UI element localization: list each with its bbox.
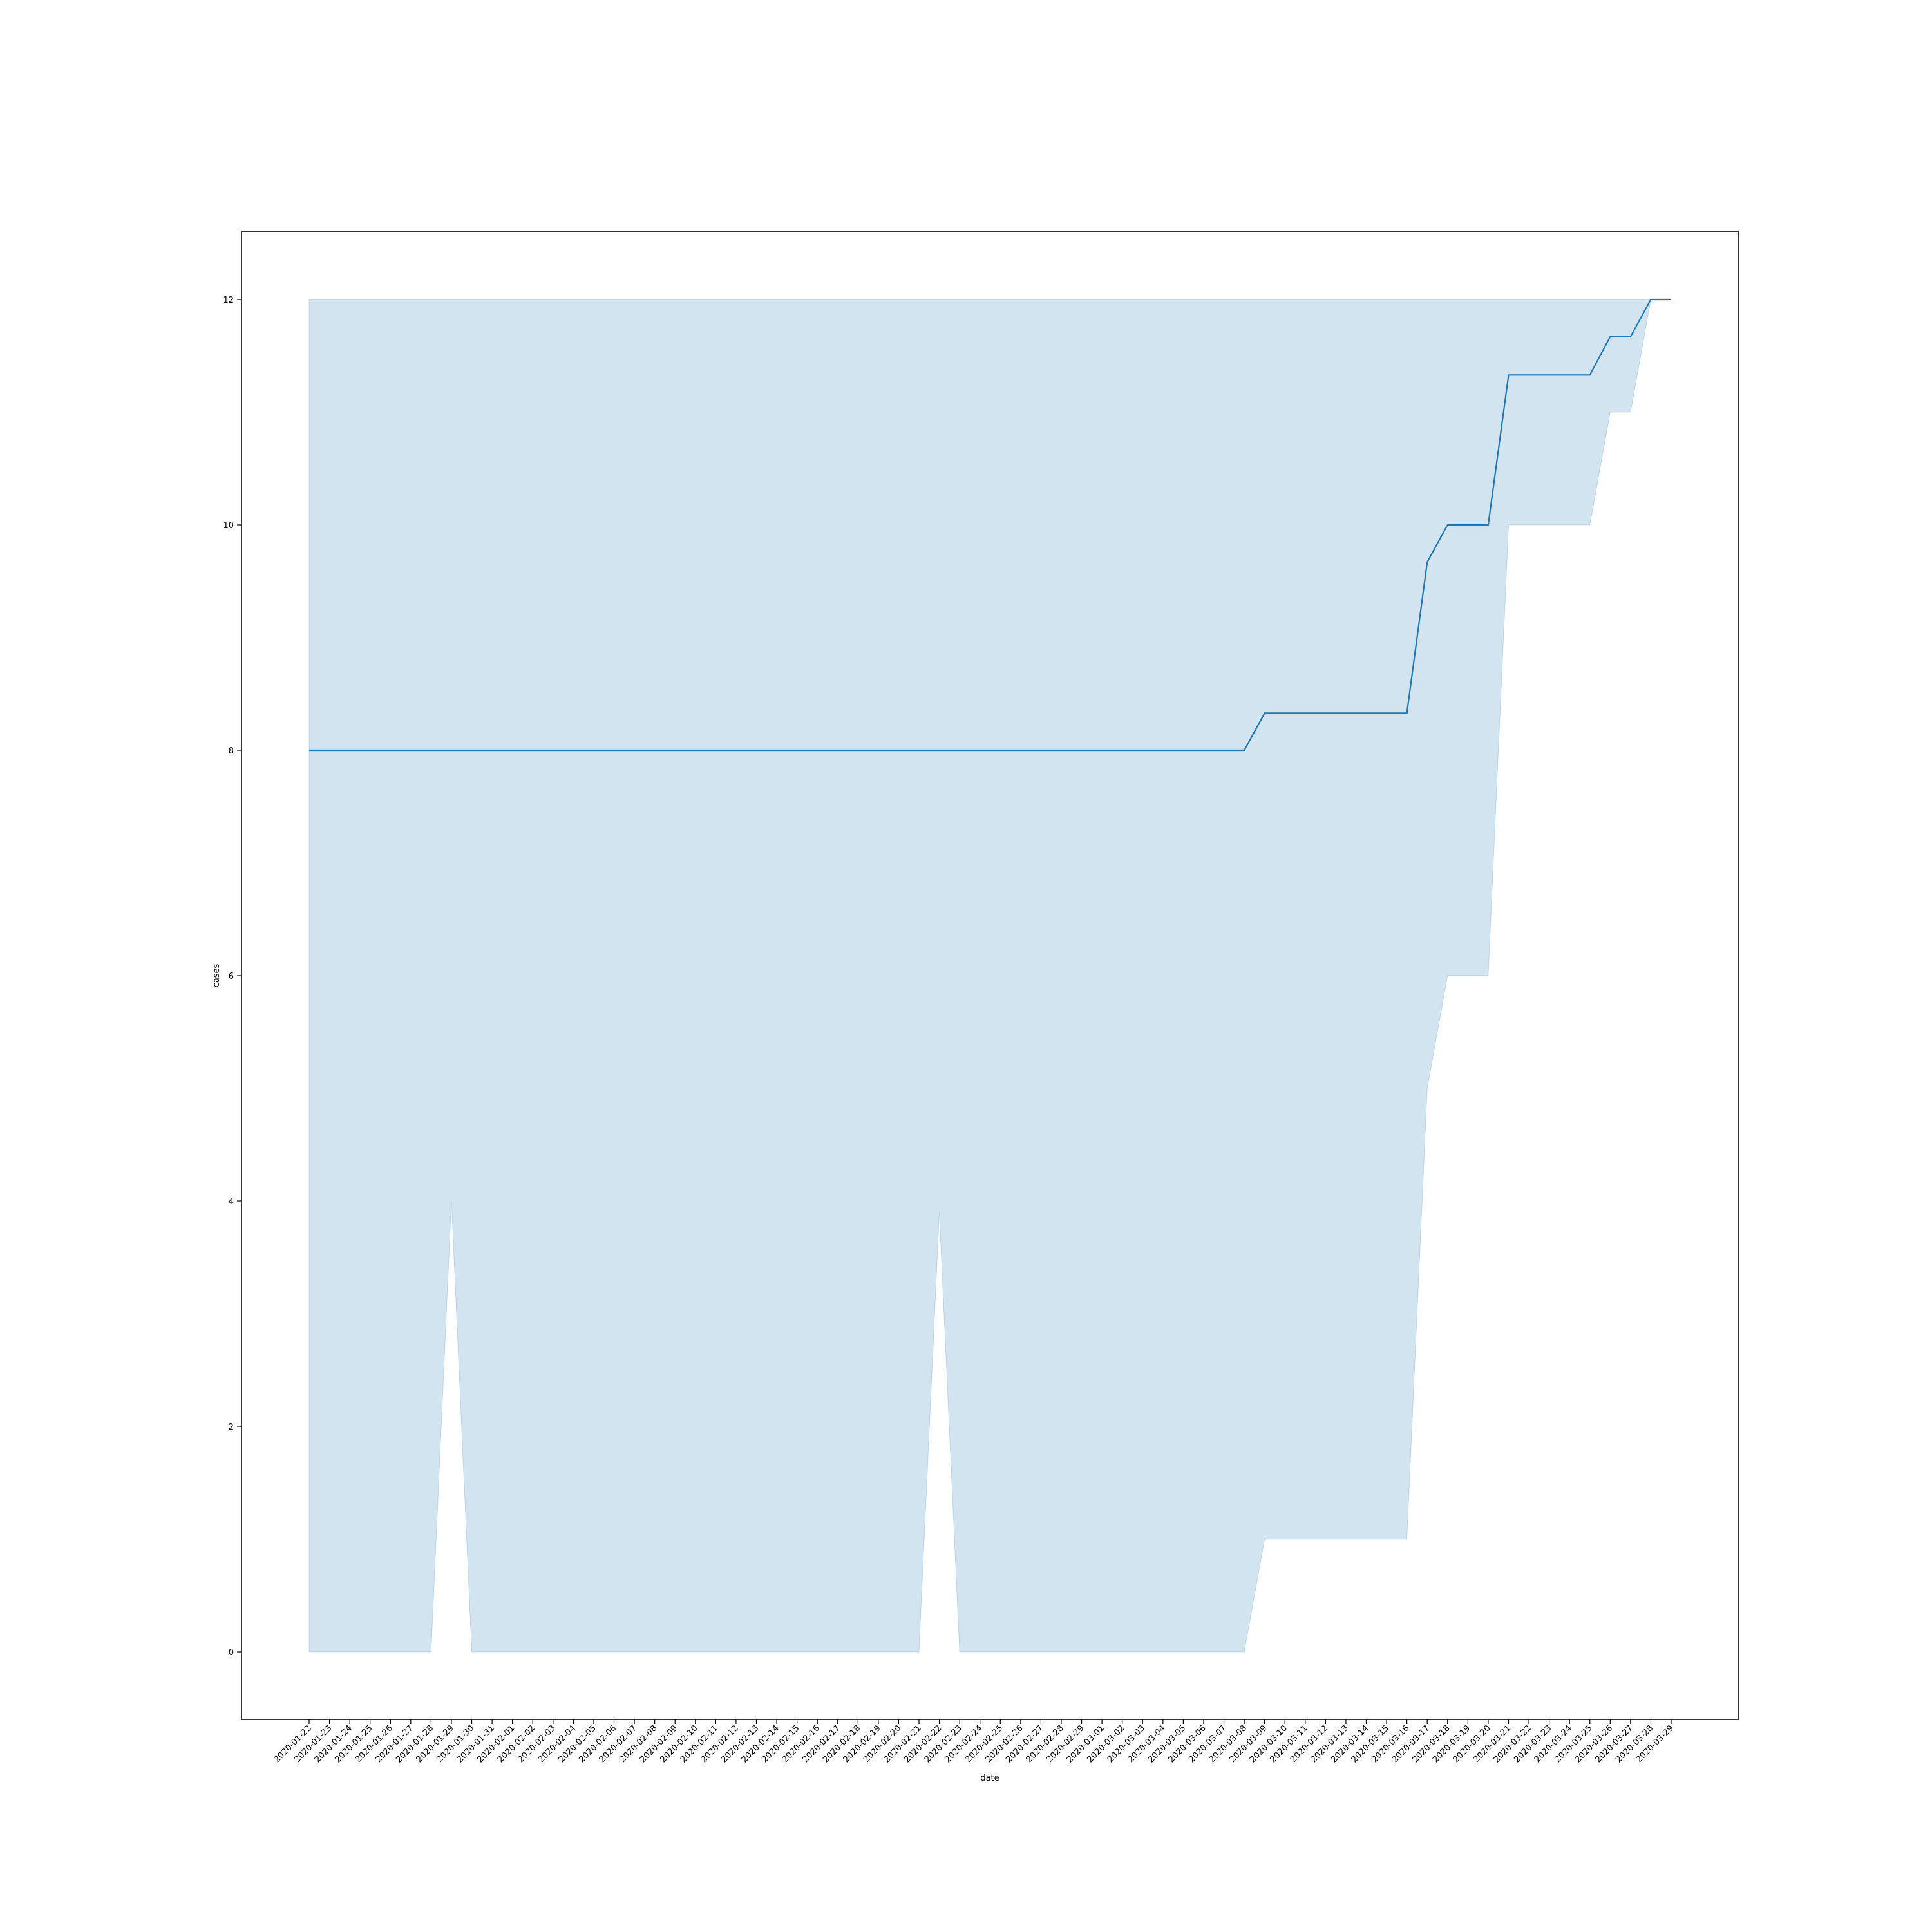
y-axis-label: cases	[212, 963, 222, 987]
y-axis: 0 2 4 6 8 10 12	[223, 296, 242, 1658]
x-axis-label: date	[980, 1774, 999, 1783]
plot-area	[308, 298, 1671, 1653]
y-tick-label: 12	[223, 296, 234, 305]
series-line	[309, 298, 1671, 752]
y-tick-label: 0	[229, 1648, 234, 1658]
y-tick-label: 4	[229, 1197, 234, 1207]
y-tick-label: 8	[229, 746, 234, 756]
y-tick-label: 2	[229, 1423, 234, 1432]
y-tick-label: 10	[223, 521, 234, 531]
y-tick-label: 6	[229, 972, 234, 981]
